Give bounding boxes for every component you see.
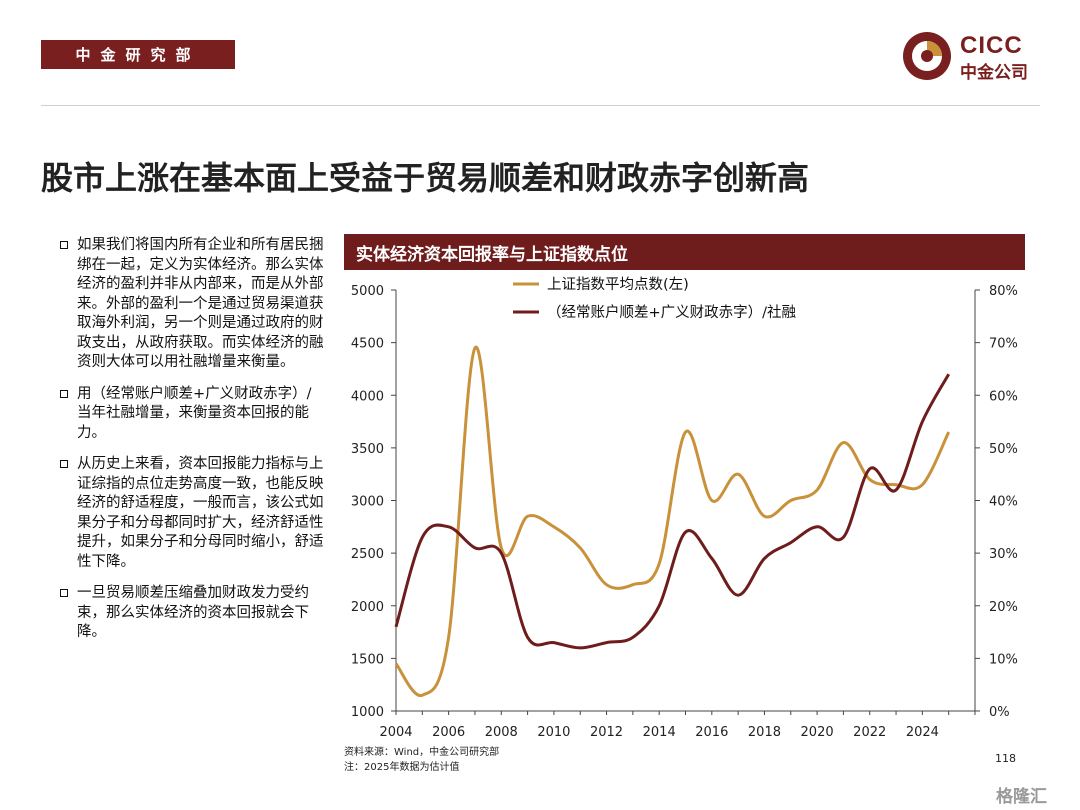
y-left-tick-label: 2000 — [351, 600, 384, 615]
x-tick-label: 2012 — [590, 725, 623, 740]
x-tick-label: 2016 — [695, 725, 728, 740]
x-tick-label: 2014 — [643, 725, 676, 740]
y-left-tick-label: 1500 — [351, 652, 384, 667]
bullet-text: 一旦贸易顺差压缩叠加财政发力受约束，那么实体经济的资本回报就会下降。 — [77, 585, 309, 640]
bullet-square-icon — [60, 589, 68, 597]
y-left-tick-label: 3000 — [351, 495, 384, 510]
y-left-tick-label: 5000 — [351, 284, 384, 299]
y-right-tick-label: 80% — [989, 284, 1018, 299]
x-tick-label: 2020 — [801, 725, 834, 740]
y-right-tick-label: 60% — [989, 389, 1018, 404]
legend-label: 上证指数平均点数(左) — [547, 276, 689, 293]
bullet-text: 如果我们将国内所有企业和所有居民捆绑在一起，定义为实体经济。那么实体经济的盈利并… — [77, 237, 324, 370]
page-number: 118 — [995, 752, 1016, 765]
department-badge: 中金研究部 — [41, 40, 235, 69]
bullet-item: 如果我们将国内所有企业和所有居民捆绑在一起，定义为实体经济。那么实体经济的盈利并… — [60, 236, 325, 373]
y-right-tick-label: 10% — [989, 652, 1018, 667]
y-right-tick-label: 0% — [989, 705, 1010, 720]
cicc-logo: CICC 中金公司 — [902, 30, 1042, 83]
y-right-tick-label: 20% — [989, 600, 1018, 615]
x-tick-label: 2022 — [853, 725, 886, 740]
cicc-logo-mark-icon — [903, 32, 951, 80]
bullet-text: 用（经常账户顺差+广义财政赤字）/当年社融增量，来衡量资本回报的能力。 — [77, 385, 312, 441]
y-right-tick-label: 40% — [989, 495, 1018, 510]
y-left-tick-label: 4000 — [351, 389, 384, 404]
y-left-tick-label: 1000 — [351, 705, 384, 720]
series-line-sse-index — [394, 345, 951, 697]
x-tick-label: 2008 — [485, 725, 518, 740]
footnote-text: 注：2025年数据为估计值 — [344, 762, 460, 773]
source-text: 资料来源：Wind，中金公司研究部 — [344, 747, 500, 758]
x-tick-label: 2006 — [432, 725, 465, 740]
chart-header: 实体经济资本回报率与上证指数点位 — [344, 234, 1025, 270]
y-right-tick-label: 30% — [989, 547, 1018, 562]
x-tick-label: 2018 — [748, 725, 781, 740]
y-left-tick-label: 3500 — [351, 442, 384, 457]
series-line-capital-return — [394, 373, 951, 650]
bullet-list: 如果我们将国内所有企业和所有居民捆绑在一起，定义为实体经济。那么实体经济的盈利并… — [60, 236, 325, 655]
line-chart: 5000 4500 4000 3500 3000 2500 2000 1500 1000 80% 7… — [351, 276, 1018, 740]
bullet-item: 一旦贸易顺差压缩叠加财政发力受约束，那么实体经济的资本回报就会下降。 — [60, 584, 325, 643]
source-note: 资料来源：Wind，中金公司研究部 注：2025年数据为估计值 — [344, 745, 499, 775]
bullet-square-icon — [60, 389, 68, 398]
y-left-tick-label: 2500 — [351, 547, 384, 562]
x-tick-label: 2004 — [379, 725, 412, 740]
bullet-square-icon — [60, 241, 68, 249]
watermark: 格隆汇 — [996, 787, 1047, 807]
x-tick-label: 2024 — [906, 725, 939, 740]
logo-text-cn: 中金公司 — [960, 63, 1028, 83]
y-right-tick-label: 70% — [989, 337, 1018, 352]
bullet-item: 用（经常账户顺差+广义财政赤字）/当年社融增量，来衡量资本回报的能力。 — [60, 385, 325, 444]
header-divider — [41, 105, 1040, 106]
x-tick-label: 2010 — [537, 725, 570, 740]
logo-text-en: CICC — [960, 32, 1023, 59]
bullet-item: 从历史上来看，资本回报能力指标与上证综指的点位走势高度一致，也能反映经济的舒适程… — [60, 455, 325, 572]
legend-label: （经常账户顺差+广义财政赤字）/社融 — [547, 304, 796, 321]
page-title: 股市上涨在基本面上受益于贸易顺差和财政赤字创新高 — [41, 159, 810, 197]
bullet-text: 从历史上来看，资本回报能力指标与上证综指的点位走势高度一致，也能反映经济的舒适程… — [77, 456, 324, 570]
y-left-tick-label: 4500 — [351, 337, 384, 352]
y-right-tick-label: 50% — [989, 442, 1018, 457]
bullet-square-icon — [60, 460, 68, 468]
